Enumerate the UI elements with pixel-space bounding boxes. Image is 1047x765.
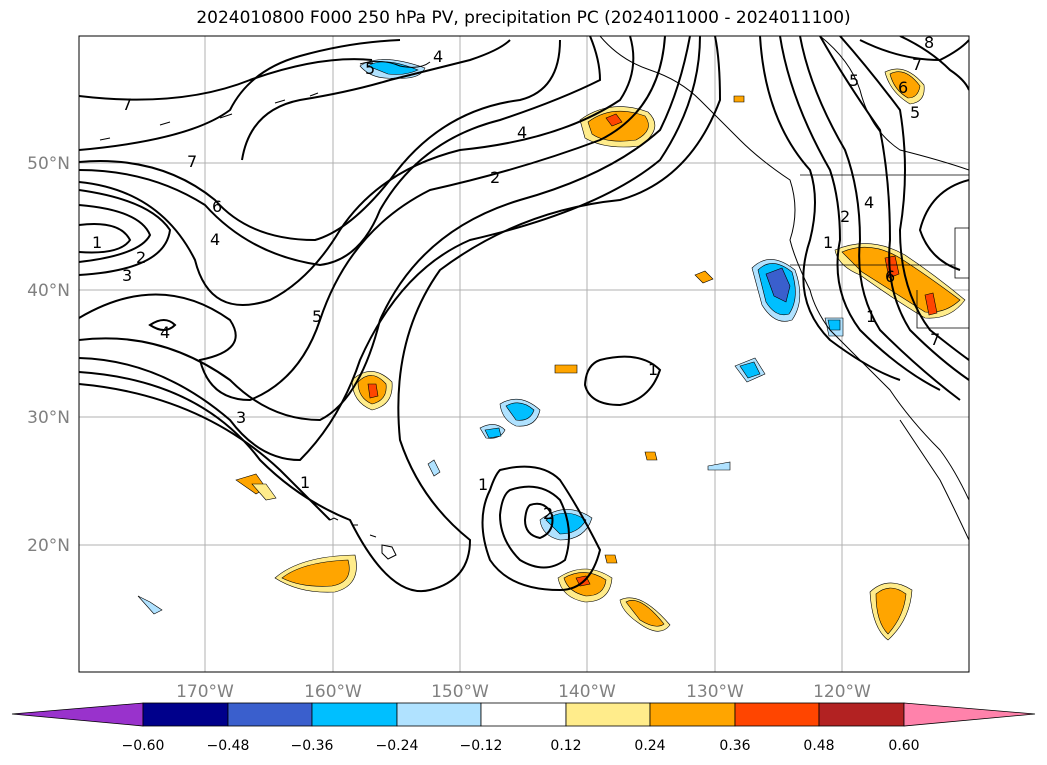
contour-label: 2 (490, 168, 500, 187)
contour-label: 3 (122, 266, 132, 285)
colorbar-ticks: −0.60 −0.48 −0.36 −0.24 −0.12 0.12 0.24 … (122, 738, 920, 754)
lon-label: 150°W (431, 682, 489, 702)
contour-label: 5 (312, 307, 322, 326)
contour-label: 6 (898, 78, 908, 97)
colorbar-bin (734, 702, 820, 727)
contour-label: 5 (365, 59, 375, 78)
contour-label: 4 (160, 323, 170, 342)
contour-label: 3 (236, 408, 246, 427)
colorbar-bin (565, 702, 651, 727)
precip-patches (137, 59, 966, 641)
contour-label: 2 (136, 248, 146, 267)
contour-label: 1 (648, 360, 658, 379)
lat-labels: 50°N 40°N 30°N 20°N (27, 154, 70, 556)
colorbar-tick-label: 0.12 (550, 738, 581, 754)
contour-label: 7 (912, 55, 922, 74)
lon-label: 170°W (176, 682, 234, 702)
colorbar-bin (396, 702, 482, 727)
gridlines (79, 36, 969, 672)
map-title: 2024010800 F000 250 hPa PV, precipitatio… (196, 8, 851, 28)
contour-label: 4 (517, 123, 527, 142)
contour-label: 1 (866, 307, 876, 326)
contour-label: 1 (823, 233, 833, 252)
lon-labels: 170°W 160°W 150°W 140°W 130°W 120°W (176, 682, 871, 702)
colorbar-tick-label: −0.36 (291, 738, 334, 754)
colorbar (11, 702, 1036, 727)
borders (790, 174, 969, 329)
colorbar-tick-label: 0.24 (634, 738, 665, 754)
colorbar-tick-label: 0.48 (803, 738, 834, 754)
lat-label: 40°N (27, 281, 70, 301)
lon-label: 140°W (558, 682, 616, 702)
contour-label: 7 (122, 95, 132, 114)
contour-label: 7 (930, 330, 940, 349)
colorbar-tick-label: −0.60 (122, 738, 165, 754)
contour-label: 6 (212, 197, 222, 216)
lat-label: 30°N (27, 408, 70, 428)
contour-label: 4 (864, 193, 874, 212)
contour-label: 4 (210, 230, 220, 249)
coastline-baja (899, 419, 969, 541)
contour-label: 1 (92, 233, 102, 252)
colorbar-bin (142, 702, 229, 727)
colorbar-tick-label: −0.48 (207, 738, 250, 754)
colorbar-bin (818, 702, 905, 727)
coastline-north-america (599, 36, 969, 501)
contour-label: 8 (924, 33, 934, 52)
contour-label: 2 (543, 504, 553, 523)
map-frame (78, 35, 970, 673)
colorbar-tick-label: 0.60 (888, 738, 919, 754)
lon-label: 120°W (813, 682, 871, 702)
pv-contours (79, 36, 969, 593)
coastline-hawaii (329, 517, 397, 560)
contour-label: 5 (910, 103, 920, 122)
contour-label: 2 (840, 207, 850, 226)
lon-label: 130°W (686, 682, 744, 702)
contour-label: 4 (433, 47, 443, 66)
coastlines (99, 36, 969, 560)
colorbar-extend-low (11, 702, 144, 727)
lat-label: 20°N (27, 536, 70, 556)
contour-label: 7 (187, 152, 197, 171)
colorbar-bin (649, 702, 736, 727)
contour-label: 6 (885, 267, 895, 286)
colorbar-extend-high (903, 702, 1036, 727)
map-frame-bg (79, 36, 969, 672)
coastline-aleutians (99, 92, 319, 141)
colorbar-tick-label: 0.36 (719, 738, 750, 754)
lon-label: 160°W (304, 682, 362, 702)
contour-label: 1 (478, 475, 488, 494)
contour-label: 5 (849, 71, 859, 90)
colorbar-bin (311, 702, 398, 727)
colorbar-tick-label: −0.12 (460, 738, 503, 754)
contour-labels: 7 7 6 4 1 2 3 4 5 3 1 5 4 2 4 1 2 1 1 8 … (92, 33, 940, 523)
contour-label: 1 (300, 473, 310, 492)
colorbar-bin (227, 702, 313, 727)
colorbar-tick-label: −0.24 (376, 738, 419, 754)
colorbar-bin (480, 702, 567, 727)
lat-label: 50°N (27, 154, 70, 174)
